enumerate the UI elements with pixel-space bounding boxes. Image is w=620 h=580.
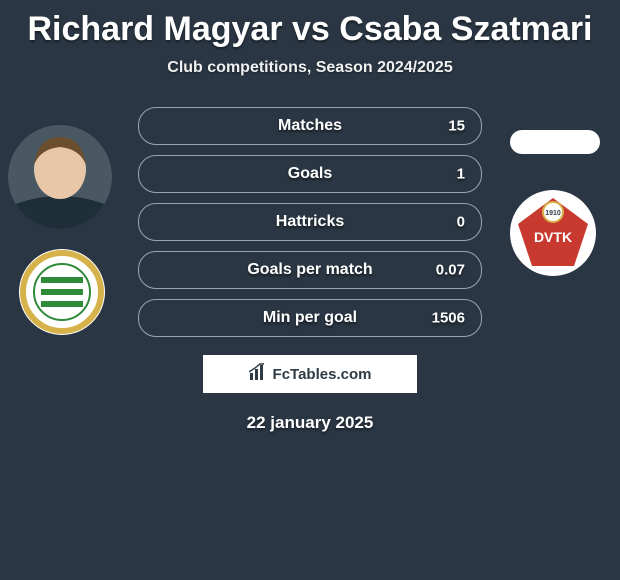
stat-label: Min per goal bbox=[263, 309, 357, 327]
stat-label: Hattricks bbox=[276, 213, 344, 231]
brand-box: FcTables.com bbox=[203, 355, 417, 393]
page-subtitle: Club competitions, Season 2024/2025 bbox=[0, 59, 620, 77]
stat-label: Matches bbox=[278, 117, 342, 135]
stat-value-right: 15 bbox=[448, 118, 465, 135]
stat-row-matches: Matches 15 bbox=[138, 107, 482, 145]
stats-area: Matches 15 Goals 1 Hattricks 0 Goals per… bbox=[0, 107, 620, 337]
stat-row-goals-per-match: Goals per match 0.07 bbox=[138, 251, 482, 289]
stats-card: Richard Magyar vs Csaba Szatmari Club co… bbox=[0, 10, 620, 580]
stat-value-right: 0.07 bbox=[436, 262, 465, 279]
stat-value-right: 1506 bbox=[432, 310, 465, 327]
date-text: 22 january 2025 bbox=[0, 413, 620, 433]
brand-text: FcTables.com bbox=[273, 366, 372, 383]
stat-value-right: 0 bbox=[457, 214, 465, 231]
stat-label: Goals per match bbox=[247, 261, 372, 279]
stat-label: Goals bbox=[288, 165, 332, 183]
stat-row-hattricks: Hattricks 0 bbox=[138, 203, 482, 241]
stat-row-goals: Goals 1 bbox=[138, 155, 482, 193]
bars-icon bbox=[249, 363, 267, 386]
stat-row-min-per-goal: Min per goal 1506 bbox=[138, 299, 482, 337]
stat-value-right: 1 bbox=[457, 166, 465, 183]
page-title: Richard Magyar vs Csaba Szatmari bbox=[0, 10, 620, 49]
